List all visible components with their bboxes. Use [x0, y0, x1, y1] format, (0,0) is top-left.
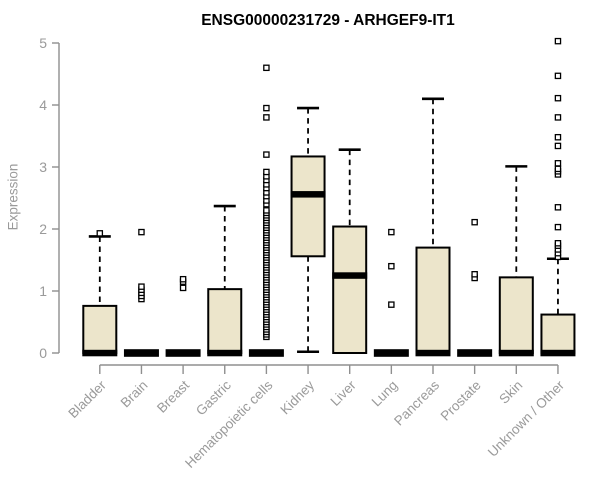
outlier-point [263, 114, 270, 121]
outlier-point [263, 207, 270, 214]
chart-title: ENSG00000231729 - ARHGEF9-IT1 [201, 12, 455, 29]
x-tick-label-skin: Skin [496, 378, 525, 407]
outlier-point [554, 204, 562, 211]
outlier-point [554, 72, 562, 80]
y-axis: 0 1 2 3 4 5 [39, 35, 60, 361]
x-tick-label-bladder: Bladder [65, 377, 109, 421]
box-bladder [82, 230, 118, 357]
y-tick-label: 0 [39, 345, 47, 361]
outlier-point [263, 168, 270, 176]
box-brain [123, 228, 159, 357]
x-tick-label-brain: Brain [118, 378, 151, 411]
outlier-point [388, 228, 395, 236]
x-tick-label-breast: Breast [154, 377, 192, 415]
y-tick-label: 3 [39, 159, 47, 175]
outlier-point [388, 301, 395, 308]
outlier-point [554, 142, 562, 150]
outlier-point [263, 151, 270, 158]
outlier-point [138, 228, 145, 236]
outlier-point [554, 37, 562, 45]
y-tick-label: 1 [39, 283, 47, 299]
x-tick-label-kidney: Kidney [277, 377, 317, 417]
outlier-point [138, 283, 145, 290]
box-unknown-other [540, 37, 576, 357]
box-skin [498, 165, 534, 357]
box-pancreas [415, 97, 451, 357]
outlier-point [471, 218, 478, 226]
outlier-point [471, 271, 478, 278]
outlier-point [179, 284, 187, 292]
outlier-point [96, 230, 104, 237]
box-liver [332, 148, 368, 355]
outlier-point [554, 165, 562, 173]
outlier-point [554, 94, 562, 102]
box-hematopoietic-cells [248, 64, 284, 357]
box-breast [165, 275, 201, 357]
outlier-point [554, 223, 562, 231]
outlier-point [554, 240, 562, 247]
box-gastric [207, 204, 243, 357]
outlier-point [179, 275, 187, 283]
box-prostate [457, 218, 493, 357]
outlier-point [554, 114, 562, 121]
outlier-point [388, 262, 395, 270]
x-tick-label-lung: Lung [369, 378, 401, 410]
x-tick-label-liver: Liver [328, 377, 360, 409]
y-tick-label: 4 [39, 97, 47, 113]
y-tick-label: 2 [39, 221, 47, 237]
outlier-point [263, 104, 270, 112]
outlier-point [554, 160, 562, 167]
outlier-point [554, 133, 562, 141]
box-lung [373, 228, 409, 357]
y-tick-label: 5 [39, 35, 47, 51]
box-kidney [290, 106, 326, 354]
outlier-point [263, 64, 270, 72]
x-tick-label-pancreas: Pancreas [391, 377, 442, 428]
x-tick-label-gastric: Gastric [193, 377, 234, 418]
x-tick-label-prostate: Prostate [438, 378, 484, 424]
x-tick-label-unknown-other: Unknown / Other [485, 377, 568, 460]
